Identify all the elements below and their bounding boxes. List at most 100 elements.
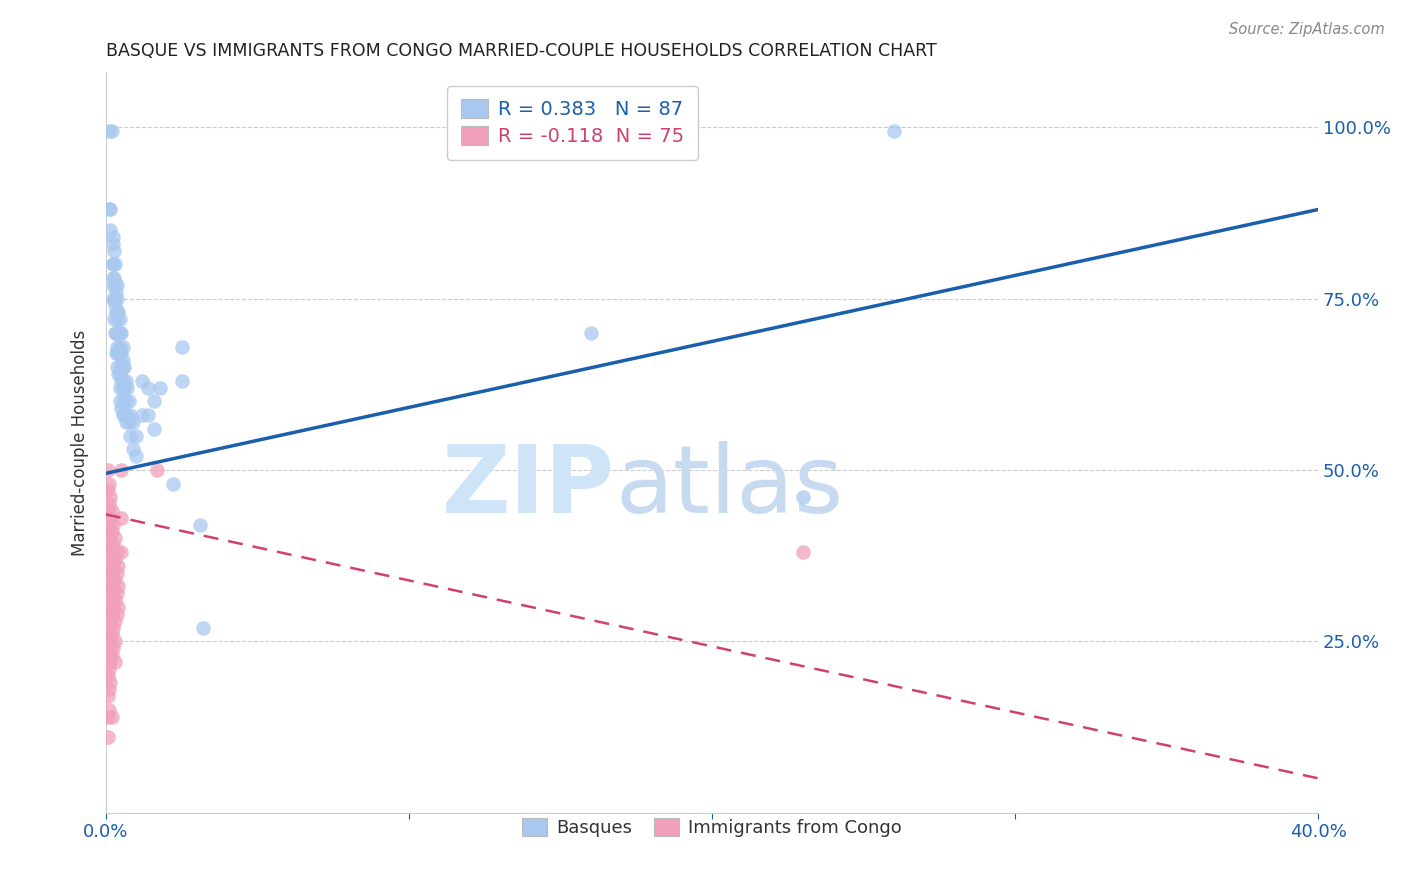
Point: [97, 662, 120, 676]
Point: [104, 573, 127, 587]
Point: [97, 202, 120, 217]
Point: [97, 641, 120, 656]
Point: [146, 463, 169, 477]
Point: [125, 428, 148, 442]
Point: [97, 497, 120, 511]
Text: BASQUE VS IMMIGRANTS FROM CONGO MARRIED-COUPLE HOUSEHOLDS CORRELATION CHART: BASQUE VS IMMIGRANTS FROM CONGO MARRIED-…: [105, 42, 936, 60]
Point: [120, 408, 142, 422]
Point: [103, 579, 125, 593]
Point: [107, 292, 129, 306]
Point: [104, 552, 127, 566]
Point: [101, 709, 124, 723]
Point: [101, 236, 124, 251]
Point: [111, 381, 134, 395]
Point: [100, 655, 122, 669]
Point: [103, 599, 125, 614]
Point: [170, 340, 193, 354]
Point: [97, 483, 120, 498]
Point: [104, 614, 127, 628]
Point: [111, 360, 134, 375]
Point: [122, 415, 145, 429]
Point: [97, 545, 120, 559]
Point: [105, 326, 128, 340]
Point: [97, 730, 120, 744]
Point: [104, 305, 127, 319]
Point: [97, 566, 120, 580]
Point: [162, 476, 184, 491]
Point: [104, 532, 127, 546]
Point: [107, 340, 129, 354]
Point: [97, 668, 120, 682]
Point: [104, 298, 127, 312]
Point: [97, 124, 120, 138]
Point: [107, 326, 129, 340]
Point: [108, 340, 131, 354]
Point: [107, 579, 129, 593]
Point: [107, 599, 129, 614]
Point: [104, 655, 127, 669]
Point: [100, 675, 122, 690]
Point: [110, 463, 132, 477]
Point: [108, 381, 131, 395]
Point: [107, 558, 129, 573]
Point: [97, 621, 120, 635]
Point: [110, 511, 132, 525]
Point: [100, 532, 122, 546]
Point: [114, 415, 136, 429]
Point: [110, 394, 132, 409]
Point: [97, 689, 120, 703]
Point: [104, 634, 127, 648]
Point: [104, 277, 127, 292]
Point: [103, 558, 125, 573]
Point: [120, 428, 142, 442]
Point: [97, 476, 120, 491]
Point: [103, 538, 125, 552]
Point: [191, 621, 214, 635]
Point: [101, 504, 124, 518]
Point: [97, 524, 120, 539]
Point: [97, 648, 120, 662]
Point: [103, 621, 125, 635]
Point: [104, 257, 127, 271]
Point: [100, 223, 122, 237]
Point: [170, 374, 193, 388]
Y-axis label: Married-couple Households: Married-couple Households: [72, 329, 89, 556]
Point: [112, 353, 135, 368]
Point: [105, 566, 128, 580]
Point: [100, 202, 122, 217]
Point: [100, 511, 122, 525]
Point: [97, 586, 120, 600]
Point: [107, 305, 129, 319]
Point: [112, 381, 135, 395]
Point: [103, 641, 125, 656]
Point: [110, 346, 132, 360]
Point: [112, 374, 135, 388]
Point: [108, 360, 131, 375]
Point: [97, 579, 120, 593]
Point: [100, 573, 122, 587]
Point: [104, 285, 127, 299]
Point: [107, 312, 129, 326]
Point: [104, 346, 127, 360]
Point: [579, 326, 602, 340]
Point: [105, 607, 128, 621]
Point: [104, 593, 127, 607]
Point: [104, 326, 127, 340]
Point: [103, 257, 125, 271]
Point: [107, 346, 129, 360]
Point: [143, 422, 166, 436]
Point: [115, 408, 138, 422]
Point: [105, 545, 128, 559]
Legend: Basques, Immigrants from Congo: Basques, Immigrants from Congo: [515, 811, 910, 844]
Point: [110, 401, 132, 416]
Point: [100, 491, 122, 505]
Text: ZIP: ZIP: [441, 441, 614, 533]
Point: [112, 360, 135, 375]
Point: [105, 277, 128, 292]
Point: [101, 586, 124, 600]
Point: [97, 709, 120, 723]
Point: [115, 381, 138, 395]
Point: [125, 449, 148, 463]
Point: [101, 124, 124, 138]
Point: [97, 703, 120, 717]
